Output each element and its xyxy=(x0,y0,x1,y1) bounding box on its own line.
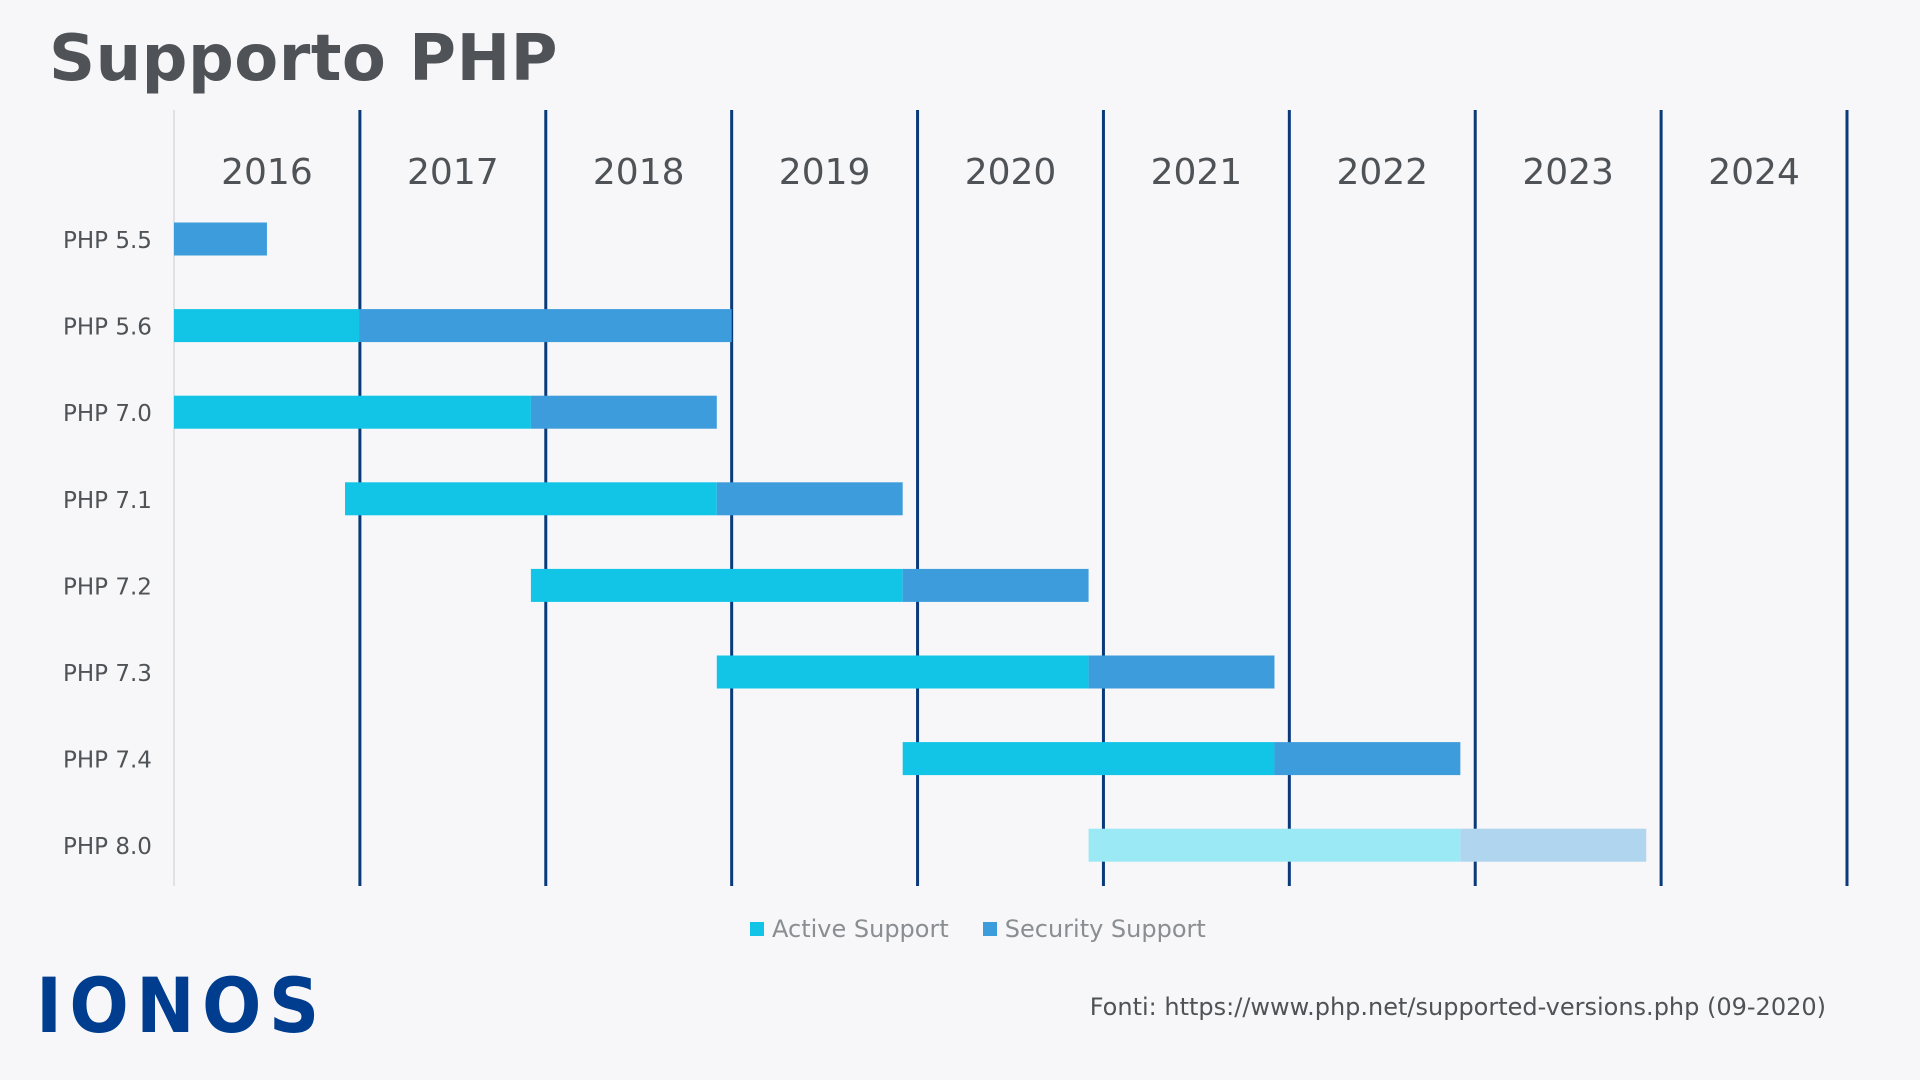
legend-label-active: Active Support xyxy=(772,915,949,943)
bar-security-php-7-3 xyxy=(1088,655,1275,689)
row-label-php-5-6: PHP 5.6 xyxy=(63,315,152,341)
legend-label-security: Security Support xyxy=(1004,915,1206,943)
year-label-2016: 2016 xyxy=(221,152,313,193)
bar-active-php-7-4 xyxy=(902,742,1275,776)
bar-security-php-5-5 xyxy=(174,222,267,256)
legend: Active Support Security Support xyxy=(750,915,1240,943)
row-label-php-7-3: PHP 7.3 xyxy=(63,661,152,687)
bar-active-php-7-1 xyxy=(345,482,717,516)
legend-swatch-security xyxy=(982,922,997,936)
bar-active-php-8-0 xyxy=(1088,828,1461,862)
bar-security-php-7-2 xyxy=(902,568,1089,602)
ionos-logo: IONOS xyxy=(36,961,327,1050)
bar-active-php-5-6 xyxy=(174,309,360,343)
bar-security-php-7-1 xyxy=(716,482,903,516)
year-label-2022: 2022 xyxy=(1336,152,1428,193)
bar-security-php-8-0 xyxy=(1460,828,1647,862)
legend-item-security: Security Support xyxy=(982,915,1206,943)
year-label-2018: 2018 xyxy=(593,152,685,193)
source-note: Fonti: https://www.php.net/supported-ver… xyxy=(1089,993,1826,1021)
bar-active-php-7-3 xyxy=(716,655,1089,689)
bar-active-php-7-2 xyxy=(530,568,903,602)
year-label-2024: 2024 xyxy=(1708,152,1800,193)
row-label-php-5-5: PHP 5.5 xyxy=(63,228,152,254)
year-label-2023: 2023 xyxy=(1522,152,1614,193)
row-label-php-8-0: PHP 8.0 xyxy=(63,834,152,860)
year-label-2017: 2017 xyxy=(407,152,499,193)
year-label-2020: 2020 xyxy=(965,152,1057,193)
row-label-php-7-0: PHP 7.0 xyxy=(63,401,152,427)
bar-security-php-7-0 xyxy=(530,395,717,429)
legend-swatch-active xyxy=(750,922,764,936)
bar-security-php-7-4 xyxy=(1274,742,1461,776)
row-label-php-7-1: PHP 7.1 xyxy=(63,488,152,514)
bar-security-php-5-6 xyxy=(359,309,732,343)
bar-active-php-7-0 xyxy=(174,395,531,429)
year-label-2021: 2021 xyxy=(1151,152,1243,193)
chart-title: Supporto PHP xyxy=(49,22,559,96)
legend-item-active: Active Support xyxy=(750,915,949,943)
row-label-php-7-4: PHP 7.4 xyxy=(63,748,152,774)
year-label-2019: 2019 xyxy=(779,152,871,193)
row-label-php-7-2: PHP 7.2 xyxy=(63,574,152,600)
